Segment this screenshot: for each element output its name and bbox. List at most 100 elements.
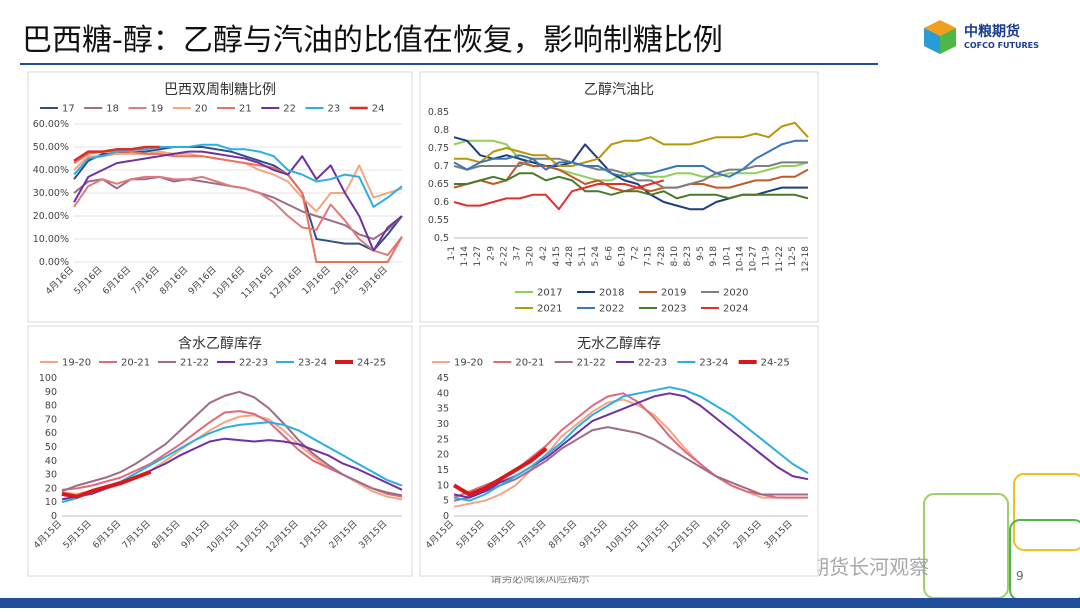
y-tick-label: 35 — [437, 404, 449, 415]
series-line — [61, 390, 403, 497]
legend-label: 2022 — [599, 304, 624, 315]
slide-title: 巴西糖-醇：乙醇与汽油的比值在恢复，影响制糖比例 — [22, 23, 723, 58]
legend-label: 2018 — [599, 288, 624, 299]
y-tick-label: 40.00% — [33, 165, 69, 176]
y-tick-label: 60 — [45, 428, 57, 439]
y-tick-label: 0 — [51, 511, 57, 522]
chart-panel — [27, 325, 413, 577]
legend-label: 24-25 — [761, 358, 790, 369]
chart: 乙醇汽油比 0.5 0.55 0.6 0.65 0.7 0.75 0.8 0.85 1-1 1-14… — [419, 71, 819, 323]
x-tick-label: 8-23 — [683, 246, 693, 266]
chart: 无水乙醇库存0510152025303540454月15日5月15日6月15日7… — [419, 325, 819, 577]
chart-title: 含水乙醇库存 — [178, 335, 262, 352]
series-line — [73, 150, 403, 263]
series-line — [454, 121, 809, 167]
legend-label: 22 — [283, 104, 296, 115]
x-tick-label: 4-28 — [565, 246, 575, 267]
y-tick-label: 0.00% — [39, 257, 69, 268]
legend-label: 2023 — [661, 304, 686, 315]
legend-label: 21-22 — [180, 358, 209, 369]
series-line — [453, 157, 808, 189]
y-tick-label: 30.00% — [33, 188, 69, 199]
x-tick-label: 11-22 — [775, 246, 785, 272]
y-tick-label: 100 — [39, 373, 57, 384]
chart-panel — [419, 71, 819, 323]
page-number: 9 — [1016, 569, 1024, 583]
x-tick-label: 5-11 — [578, 246, 588, 266]
y-tick-label: 0.55 — [428, 215, 449, 226]
logo: 中粮期货 COFCO FUTURES — [924, 20, 1039, 54]
legend-label: 24 — [372, 104, 385, 115]
x-tick-label: 6-19 — [617, 246, 627, 267]
x-tick-label: 3-7 — [513, 246, 523, 261]
x-tick-label: 3-20 — [526, 246, 536, 267]
legend-label: 19 — [151, 104, 164, 115]
x-tick-label: 1-1 — [447, 246, 457, 261]
legend-label: 2021 — [537, 304, 562, 315]
y-tick-label: 0.6 — [434, 197, 449, 208]
x-tick-label: 10-27 — [749, 246, 759, 272]
y-tick-label: 15 — [437, 465, 449, 476]
x-tick-label: 10-1 — [722, 246, 732, 266]
legend-label: 20 — [195, 104, 208, 115]
series-line — [73, 145, 160, 162]
legend-label: 21-22 — [577, 358, 606, 369]
series-line — [453, 386, 809, 502]
legend-label: 23-24 — [298, 358, 327, 369]
y-tick-label: 90 — [45, 387, 57, 398]
y-tick-label: 50.00% — [33, 142, 69, 153]
legend-label: 17 — [62, 104, 75, 115]
series-line — [453, 161, 809, 193]
y-tick-label: 10 — [45, 497, 57, 508]
bottom-bar — [0, 598, 1080, 608]
y-tick-label: 0.8 — [434, 125, 449, 136]
x-tick-label: 7-28 — [657, 246, 667, 267]
x-tick-label: 7-2 — [631, 246, 641, 261]
x-tick-label: 4-2 — [539, 246, 549, 261]
y-tick-label: 20 — [437, 450, 449, 461]
y-tick-label: 5 — [443, 496, 449, 507]
series-line — [73, 175, 403, 257]
legend-label: 24-25 — [357, 358, 386, 369]
series-line — [453, 179, 665, 211]
y-tick-label: 0 — [443, 511, 449, 522]
legend-label: 22-23 — [638, 358, 667, 369]
x-tick-label: 11-9 — [762, 246, 772, 267]
legend-label: 2017 — [537, 288, 562, 299]
chart: 含水乙醇库存01020304050607080901004月15日5月15日6月… — [27, 325, 413, 577]
series-line — [61, 469, 152, 499]
x-tick-label: 6-6 — [604, 246, 614, 261]
series-line — [452, 446, 548, 497]
y-tick-label: 10 — [437, 480, 449, 491]
x-tick-label: 7-15 — [644, 246, 654, 266]
x-tick-label: 5-24 — [591, 246, 601, 267]
legend-label: 19-20 — [454, 358, 483, 369]
x-tick-label: 9-5 — [696, 246, 706, 261]
series-line — [453, 139, 809, 182]
legend-label: 21 — [239, 104, 252, 115]
x-tick-label: 12-18 — [801, 246, 811, 272]
legend-label: 2024 — [723, 304, 748, 315]
decoration — [923, 473, 1080, 601]
chart-title: 乙醇汽油比 — [584, 81, 654, 98]
legend-label: 19-20 — [62, 358, 91, 369]
series-line — [453, 139, 808, 178]
chart-title: 无水乙醇库存 — [577, 335, 661, 352]
legend-label: 20-21 — [515, 358, 544, 369]
series-line — [453, 426, 808, 502]
y-tick-label: 60.00% — [33, 119, 69, 130]
y-tick-label: 50 — [45, 442, 57, 453]
x-tick-label: 4-15 — [552, 246, 562, 266]
x-tick-label: 8-10 — [670, 246, 680, 267]
y-tick-label: 45 — [437, 373, 449, 384]
legend-label: 22-23 — [239, 358, 268, 369]
y-tick-label: 0.75 — [428, 143, 449, 154]
logo-cn: 中粮期货 — [964, 23, 1020, 40]
y-tick-label: 40 — [437, 388, 449, 399]
x-tick-label: 12-5 — [788, 246, 798, 266]
x-tick-label: 9-18 — [709, 246, 719, 267]
y-tick-label: 30 — [437, 419, 449, 430]
legend-label: 23 — [328, 104, 341, 115]
series-line — [73, 150, 403, 252]
